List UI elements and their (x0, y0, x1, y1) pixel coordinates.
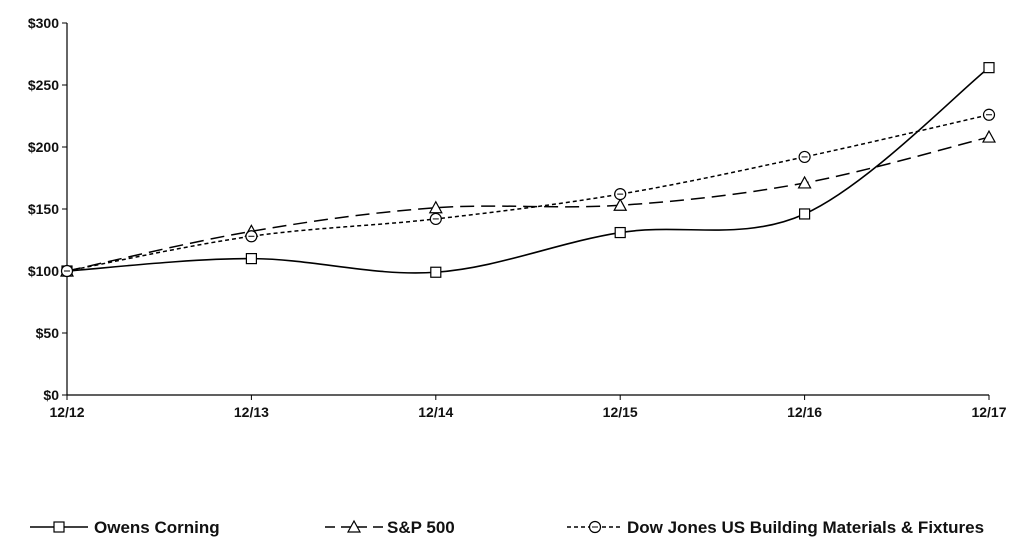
legend-item-owens-corning: Owens Corning (30, 518, 220, 537)
data-point-owens-corning (430, 266, 442, 278)
x-tick-label: 12/14 (418, 404, 453, 420)
data-point-sp-500 (981, 129, 997, 143)
y-tick-label: $150 (28, 201, 59, 217)
legend-marker (53, 521, 65, 533)
series-dow-jones-building-materials (60, 108, 996, 278)
data-point-dow-jones-building-materials (60, 264, 74, 278)
series-owens-corning (61, 62, 995, 278)
y-axis-ticks: $0 $50 $100 $150 $200 $250 $300 (28, 15, 67, 403)
data-point-sp-500 (428, 200, 443, 214)
series-line-sp-500 (66, 136, 990, 272)
data-point-owens-corning (614, 226, 626, 239)
legend-label: Owens Corning (94, 518, 220, 537)
x-tick-label: 12/13 (234, 404, 269, 420)
y-tick-label: $200 (28, 139, 59, 155)
x-axis-ticks: 12/12 12/13 12/14 12/15 12/16 12/17 (49, 395, 1007, 420)
x-tick-label: 12/17 (971, 404, 1006, 420)
x-tick-label: 12/15 (603, 404, 638, 420)
data-point-dow-jones-building-materials (614, 188, 627, 201)
legend-marker (346, 519, 362, 533)
data-point-sp-500 (797, 175, 812, 189)
series-line-owens-corning (66, 67, 990, 274)
series-group (59, 62, 997, 278)
legend-item-dow-jones-building-materials: Dow Jones US Building Materials & Fixtur… (567, 518, 984, 537)
legend: Owens Corning S&P 500 Dow Jones US Buildin… (30, 518, 984, 537)
x-tick-label: 12/16 (787, 404, 822, 420)
data-point-dow-jones-building-materials (429, 212, 442, 226)
axes (66, 23, 989, 396)
y-tick-label: $100 (28, 263, 59, 279)
data-point-dow-jones-building-materials (245, 230, 258, 243)
y-tick-label: $50 (36, 325, 60, 341)
legend-item-sp-500: S&P 500 (325, 518, 455, 537)
data-point-owens-corning (798, 208, 811, 220)
series-line-dow-jones-building-materials (66, 114, 990, 272)
x-tick-label: 12/12 (49, 404, 84, 420)
data-point-dow-jones-building-materials (982, 108, 996, 121)
data-point-sp-500 (613, 198, 628, 211)
y-tick-label: $300 (28, 15, 59, 31)
data-point-owens-corning (245, 253, 257, 265)
legend-label: S&P 500 (387, 518, 455, 537)
data-point-dow-jones-building-materials (798, 150, 811, 164)
legend-label: Dow Jones US Building Materials & Fixtur… (627, 518, 984, 537)
y-tick-label: $0 (43, 387, 59, 403)
legend-marker (588, 520, 602, 534)
y-tick-label: $250 (28, 77, 59, 93)
data-point-owens-corning (983, 62, 995, 74)
